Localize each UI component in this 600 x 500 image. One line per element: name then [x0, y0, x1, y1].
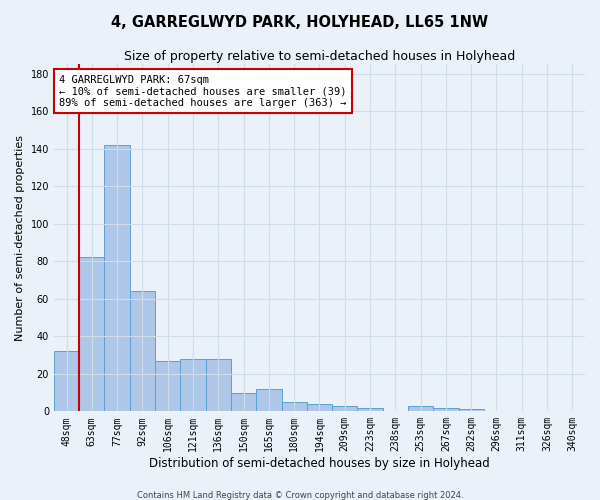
Title: Size of property relative to semi-detached houses in Holyhead: Size of property relative to semi-detach… — [124, 50, 515, 63]
Text: Contains HM Land Registry data © Crown copyright and database right 2024.: Contains HM Land Registry data © Crown c… — [137, 490, 463, 500]
Bar — [104, 145, 130, 411]
Bar — [307, 404, 332, 411]
Bar — [281, 402, 307, 411]
Y-axis label: Number of semi-detached properties: Number of semi-detached properties — [15, 134, 25, 341]
Bar — [433, 408, 458, 412]
Text: 4 GARREGLWYD PARK: 67sqm
← 10% of semi-detached houses are smaller (39)
89% of s: 4 GARREGLWYD PARK: 67sqm ← 10% of semi-d… — [59, 74, 347, 108]
Bar — [206, 359, 231, 412]
Bar — [256, 389, 281, 411]
Bar — [231, 392, 256, 411]
Bar — [332, 406, 358, 411]
Bar — [358, 408, 383, 412]
X-axis label: Distribution of semi-detached houses by size in Holyhead: Distribution of semi-detached houses by … — [149, 457, 490, 470]
Bar — [408, 406, 433, 411]
Text: 4, GARREGLWYD PARK, HOLYHEAD, LL65 1NW: 4, GARREGLWYD PARK, HOLYHEAD, LL65 1NW — [112, 15, 488, 30]
Bar — [130, 291, 155, 412]
Bar — [79, 258, 104, 412]
Bar — [181, 359, 206, 412]
Bar — [54, 352, 79, 412]
Bar — [458, 410, 484, 412]
Bar — [155, 360, 181, 412]
